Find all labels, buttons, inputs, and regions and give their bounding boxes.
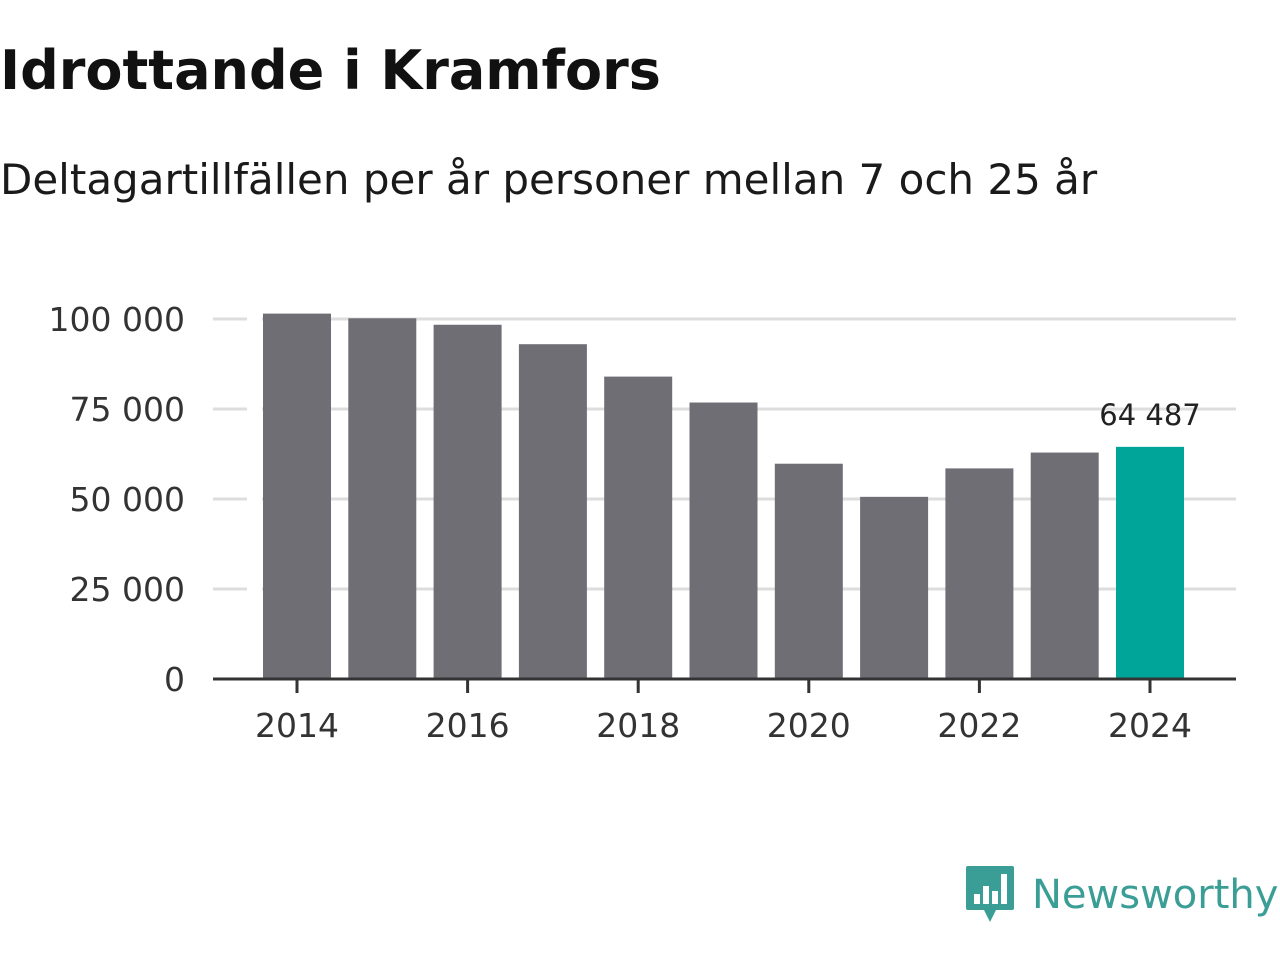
bar-2020 xyxy=(774,463,843,679)
y-tick-label: 25 000 xyxy=(70,570,185,609)
bar-2022 xyxy=(945,468,1014,679)
x-tick-label: 2018 xyxy=(596,706,680,745)
x-tick-label: 2014 xyxy=(255,706,339,745)
chart-title: Idrottande i Kramfors xyxy=(0,39,661,102)
bar-2017 xyxy=(518,344,587,679)
bar-2015 xyxy=(348,318,417,679)
bar-2023 xyxy=(1030,452,1099,679)
x-tick-label: 2024 xyxy=(1108,706,1192,745)
x-tick-label: 2022 xyxy=(937,706,1021,745)
newsworthy-brand: Newsworthy xyxy=(964,864,1278,926)
bar-2016 xyxy=(433,324,502,679)
chart-subtitle: Deltagartillfällen per år personer mella… xyxy=(0,155,1098,204)
y-tick-label: 0 xyxy=(164,660,185,699)
bar-2021 xyxy=(860,496,929,679)
bar-2019 xyxy=(689,402,758,679)
bar-chart: 0 25 000 50 000 75 000 100 000 64 487 2014 2016… xyxy=(49,300,1236,745)
bar-2014 xyxy=(263,313,331,679)
brand-name: Newsworthy xyxy=(1032,872,1279,918)
x-tick-label: 2020 xyxy=(767,706,851,745)
y-tick-label: 75 000 xyxy=(70,390,185,429)
bar-2024 xyxy=(1116,446,1184,679)
bar-chart-bubble-icon xyxy=(966,866,1014,922)
x-tick-label: 2016 xyxy=(426,706,510,745)
bar-2018 xyxy=(604,376,673,679)
data-label: 64 487 xyxy=(1099,398,1200,432)
y-tick-label: 50 000 xyxy=(70,480,185,519)
y-tick-label: 100 000 xyxy=(49,300,185,339)
